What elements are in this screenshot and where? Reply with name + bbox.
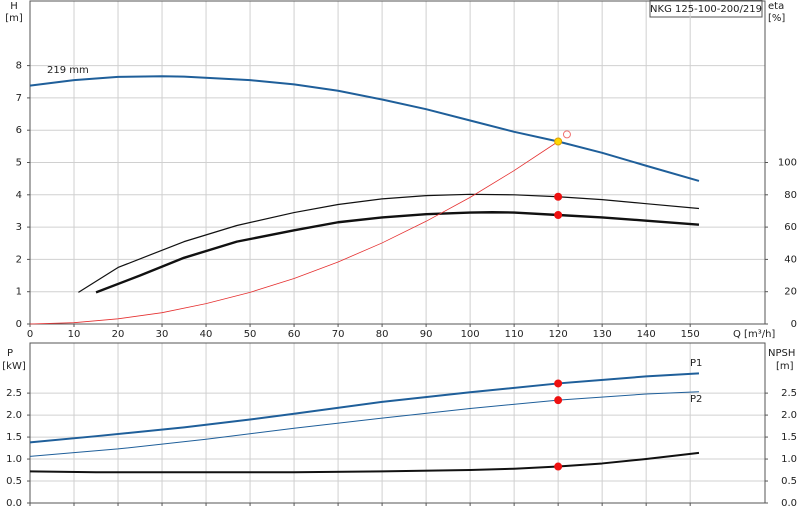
- x-tick-label: 0: [27, 329, 33, 340]
- curve-label: 219 mm: [47, 65, 89, 76]
- y-tick-label: 1.0: [6, 454, 22, 465]
- y-tick-label: 0: [16, 319, 22, 330]
- y-tick-label: 1: [16, 287, 22, 298]
- y-axis-label: H: [10, 1, 18, 12]
- x-tick-label: 20: [112, 329, 125, 340]
- y-tick-label: 1.5: [6, 432, 22, 443]
- plot-frame: [29, 0, 766, 325]
- y-axis-unit: [kW]: [2, 361, 26, 372]
- curve-label: P1: [690, 358, 702, 369]
- y2-tick-label: 20: [784, 287, 797, 298]
- title-box: [649, 0, 763, 18]
- x-tick-label: 150: [681, 329, 700, 340]
- operating-point: [554, 396, 563, 405]
- y2-tick-label: 0.0: [781, 498, 797, 509]
- curve: [29, 372, 700, 444]
- y2-axis-unit: [%]: [768, 13, 785, 24]
- x-tick-label: 40: [200, 329, 213, 340]
- y2-tick-label: 40: [784, 254, 797, 265]
- y-tick-label: 5: [16, 158, 22, 169]
- curve: [29, 75, 700, 182]
- curve: [29, 451, 700, 474]
- plot-frame: [29, 342, 766, 504]
- y2-axis-label: NPSH: [768, 348, 795, 359]
- y-tick-label: 6: [16, 125, 22, 136]
- operating-point: [554, 462, 563, 471]
- curve: [29, 391, 700, 457]
- y-tick-label: 2: [16, 254, 22, 265]
- curve-label: P2: [690, 394, 702, 405]
- y-tick-label: 7: [16, 93, 22, 104]
- x-tick-label: 120: [549, 329, 568, 340]
- x-tick-label: 70: [332, 329, 345, 340]
- y2-axis-label: eta: [768, 1, 784, 12]
- y-axis-unit: [m]: [5, 13, 23, 24]
- y2-tick-label: 2.0: [781, 410, 797, 421]
- x-tick-label: 30: [156, 329, 169, 340]
- x-axis-label: Q [m³/h]: [733, 329, 775, 340]
- y-tick-label: 3: [16, 222, 22, 233]
- x-tick-label: 90: [420, 329, 433, 340]
- y2-tick-label: 2.5: [781, 388, 797, 399]
- x-tick-label: 140: [637, 329, 656, 340]
- x-tick-label: 60: [288, 329, 301, 340]
- y-tick-label: 0.0: [6, 498, 22, 509]
- x-tick-label: 10: [68, 329, 81, 340]
- y-tick-label: 2.5: [6, 388, 22, 399]
- y-tick-label: 8: [16, 61, 22, 72]
- y2-tick-label: 80: [784, 190, 797, 201]
- operating-point: [554, 210, 563, 219]
- curve: [29, 141, 559, 325]
- curve: [95, 211, 700, 294]
- operating-point: [554, 379, 563, 388]
- y2-tick-label: 0.5: [781, 476, 797, 487]
- y2-tick-label: 0: [791, 319, 797, 330]
- x-tick-label: 80: [376, 329, 389, 340]
- curve: [78, 193, 700, 293]
- y-tick-label: 0.5: [6, 476, 22, 487]
- x-tick-label: 100: [461, 329, 480, 340]
- y2-tick-label: 1.5: [781, 432, 797, 443]
- y2-tick-label: 60: [784, 222, 797, 233]
- y2-tick-label: 100: [778, 158, 797, 169]
- operating-point: [562, 130, 571, 139]
- x-tick-label: 130: [593, 329, 612, 340]
- chart-title: NKG 125-100-200/219: [650, 4, 762, 15]
- y2-tick-label: 1.0: [781, 454, 797, 465]
- y-axis-label: P: [7, 348, 13, 359]
- operating-point: [554, 192, 563, 201]
- x-tick-label: 50: [244, 329, 257, 340]
- y2-axis-unit: [m]: [776, 361, 794, 372]
- y-tick-label: 2.0: [6, 410, 22, 421]
- x-tick-label: 110: [505, 329, 524, 340]
- y-tick-label: 4: [16, 190, 22, 201]
- operating-point: [554, 137, 563, 146]
